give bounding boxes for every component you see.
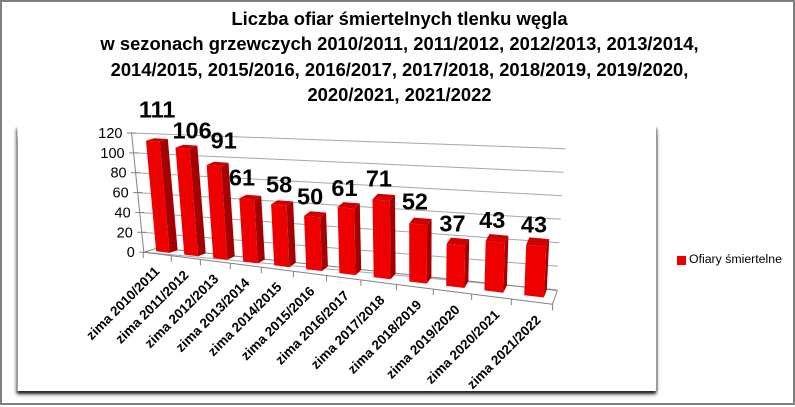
svg-text:43: 43	[521, 212, 547, 238]
svg-text:43: 43	[479, 207, 505, 233]
svg-text:61: 61	[331, 175, 357, 201]
svg-text:20: 20	[117, 225, 133, 241]
svg-text:61: 61	[229, 165, 255, 191]
svg-text:zima 2019/2020: zima 2019/2020	[383, 302, 463, 382]
svg-text:40: 40	[115, 206, 131, 222]
svg-text:zima 2018/2019: zima 2018/2019	[345, 297, 425, 377]
svg-text:71: 71	[366, 166, 392, 192]
svg-text:91: 91	[211, 127, 237, 153]
svg-text:zima 2016/2017: zima 2016/2017	[272, 288, 352, 368]
svg-text:52: 52	[402, 189, 428, 215]
svg-text:zima 2017/2018: zima 2017/2018	[308, 292, 388, 372]
svg-text:80: 80	[110, 166, 126, 182]
svg-text:37: 37	[439, 210, 465, 236]
svg-text:111: 111	[139, 97, 176, 123]
svg-text:50: 50	[297, 184, 323, 210]
svg-text:120: 120	[98, 126, 122, 142]
svg-text:106: 106	[172, 117, 211, 143]
svg-text:100: 100	[100, 146, 124, 162]
svg-text:58: 58	[266, 172, 292, 198]
svg-text:0: 0	[127, 245, 135, 261]
svg-text:60: 60	[113, 186, 129, 202]
